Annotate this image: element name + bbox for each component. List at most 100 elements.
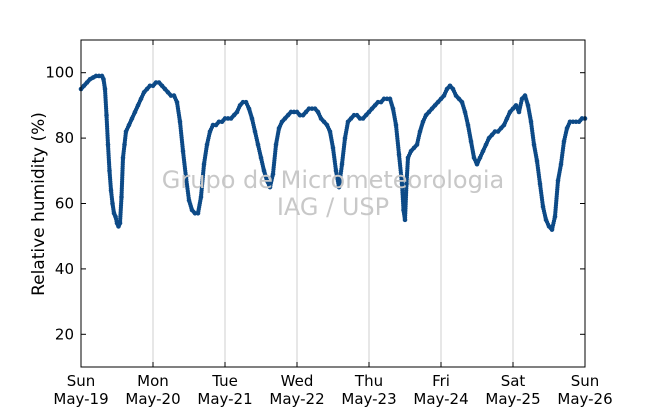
vertical-gridlines [152,40,514,367]
data-point [209,125,215,130]
data-point [119,197,124,202]
data-point [114,218,119,224]
x-tick-date-label: May-26 [557,390,612,408]
x-tick-day-label: Sat [501,372,526,390]
x-tick-date-label: May-21 [197,390,252,408]
x-tick-date-label: May-19 [53,390,108,408]
data-point [537,179,542,184]
data-point [503,118,509,123]
data-point [446,85,451,90]
data-point [452,91,458,96]
data-point [102,84,107,90]
x-tick-date-label: May-24 [413,390,468,408]
data-point [471,153,476,158]
data-point [173,97,179,103]
data-point [186,195,191,201]
data-point [561,141,566,146]
data-point [183,173,188,178]
data-point [110,199,115,204]
x-tick-date-label: May-25 [485,390,540,408]
data-point [134,105,140,110]
data-point [264,176,269,181]
data-point [566,121,572,127]
data-point [255,140,260,145]
data-point [164,88,169,93]
x-tick-day-label: Mon [137,372,169,390]
data-point [578,118,583,123]
data-point [390,104,395,109]
y-axis-ticks: 20 40 60 80 100 [45,64,585,343]
x-axis-ticks: SunMay-19MonMay-20TueMay-21WedMay-22ThuM… [53,40,613,408]
data-point [201,164,206,169]
data-point [177,117,182,122]
data-point [326,127,332,132]
data-point [189,205,194,211]
data-point [413,144,418,149]
data-point [146,85,151,90]
data-point [230,114,235,119]
data-point [112,212,117,218]
x-tick-day-label: Sun [571,372,600,390]
data-point [161,85,166,90]
data-point [422,115,428,120]
data-point [440,95,445,100]
data-point [350,114,355,119]
data-point [356,114,361,119]
data-point [347,118,352,123]
data-point [543,215,548,220]
data-point [485,138,491,143]
data-point [128,118,134,123]
data-point [488,134,493,139]
data-point [249,114,254,119]
data-point [104,110,109,116]
data-point [482,144,488,149]
data-point [143,88,148,93]
data-point [152,82,157,87]
data-point [305,108,310,113]
data-point [362,114,367,119]
data-point [107,166,112,171]
data-point [323,121,328,126]
data-point [404,184,409,189]
data-point [108,186,113,191]
data-point [555,180,560,185]
data-point [380,98,385,103]
data-point [137,98,143,104]
data-point [449,85,454,90]
data-point [261,166,266,171]
data-point [509,108,514,113]
y-axis-title: Relative humidity (%) [29,112,49,296]
data-point [215,121,220,126]
data-point [458,98,463,103]
data-point [558,164,563,169]
data-point [410,147,415,152]
data-point [374,101,379,106]
data-point [117,222,122,227]
data-point [86,78,91,83]
y-tick-label: 60 [55,195,74,213]
data-point [207,131,212,136]
data-point [345,121,350,126]
data-point [339,164,344,169]
data-point [425,111,430,116]
data-point [221,118,226,123]
data-point [428,108,433,113]
x-tick-day-label: Sun [67,372,96,390]
x-tick-date-label: May-20 [125,390,180,408]
data-point [468,137,473,142]
data-point [431,104,436,110]
data-point [479,151,485,156]
data-point [296,111,301,116]
data-point [276,128,281,133]
data-point [92,74,97,79]
data-point [131,112,137,117]
data-point [122,144,127,149]
data-point [320,118,325,123]
data-point [123,131,128,136]
x-tick-day-label: Wed [281,372,314,390]
data-point [417,131,422,136]
data-point [342,138,347,143]
data-point [434,101,439,106]
y-tick-label: 40 [55,260,74,278]
